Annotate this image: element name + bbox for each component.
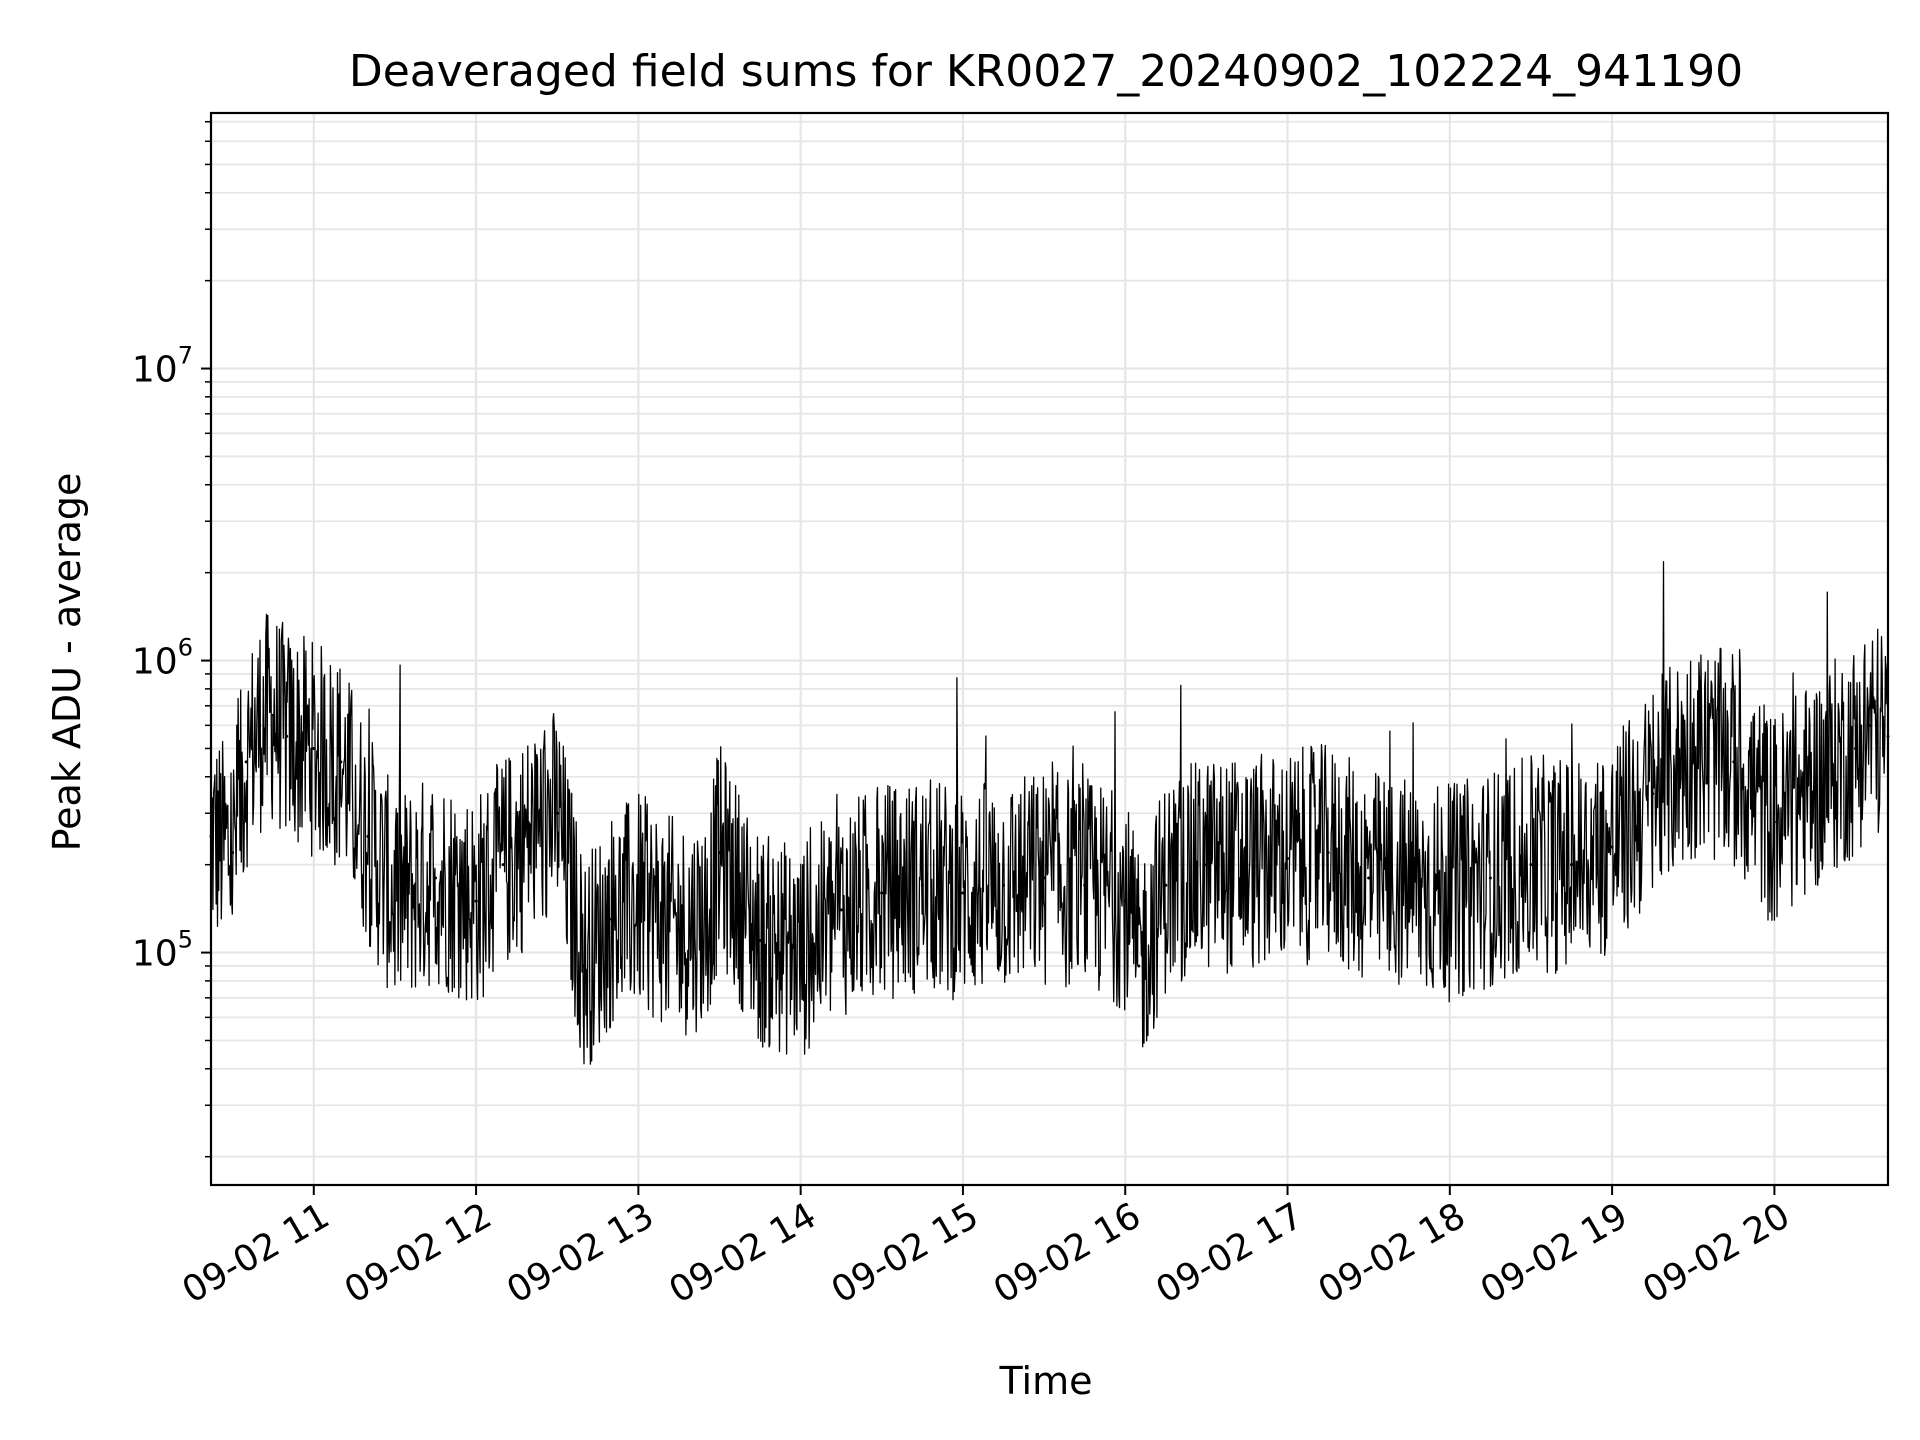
data-point — [1813, 781, 1817, 785]
y-tick-label: 105 — [132, 926, 193, 975]
data-point — [231, 851, 235, 855]
data-point — [1529, 863, 1533, 867]
data-point — [799, 951, 803, 955]
y-tick-label: 107 — [132, 342, 193, 391]
data-point — [582, 964, 586, 968]
data-point — [718, 851, 722, 855]
data-point — [758, 938, 762, 942]
data-point — [677, 927, 681, 931]
data-point — [609, 917, 613, 921]
data-point — [1867, 723, 1871, 727]
y-axis-label: Peak ADU - average — [45, 473, 89, 852]
plot-frame — [209, 111, 1890, 1187]
data-point — [1610, 845, 1614, 849]
data-point — [501, 863, 505, 867]
data-point — [1772, 820, 1776, 824]
data-point — [920, 883, 924, 887]
data-point — [1286, 856, 1290, 860]
data-point — [1854, 746, 1858, 750]
data-point — [1083, 883, 1087, 887]
data-point — [1137, 964, 1141, 968]
data-point — [528, 834, 532, 838]
data-point — [1245, 863, 1249, 867]
data-point — [839, 908, 843, 912]
data-point — [474, 899, 478, 903]
data-point — [271, 713, 275, 717]
data-point — [366, 834, 370, 838]
data-point — [961, 891, 965, 895]
series-layer — [209, 561, 1890, 1065]
y-axis: 105 106 107 — [132, 120, 211, 1158]
data-point — [285, 734, 289, 738]
data-point — [1204, 863, 1208, 867]
data-point — [1164, 883, 1168, 887]
data-point — [1691, 746, 1695, 750]
data-point — [636, 899, 640, 903]
data-point — [1732, 760, 1736, 764]
data-point — [1570, 863, 1574, 867]
y-tick-label: 106 — [132, 634, 193, 683]
series-line — [210, 561, 1889, 1065]
data-point — [1002, 883, 1006, 887]
data-point — [555, 811, 559, 815]
data-point — [1123, 899, 1127, 903]
data-point — [1651, 792, 1655, 796]
data-point — [258, 723, 262, 727]
data-point — [1367, 876, 1371, 880]
data-point — [704, 917, 708, 921]
data-point — [1326, 851, 1330, 855]
data-point — [312, 746, 316, 750]
data-point — [1488, 876, 1492, 880]
data-point — [1042, 876, 1046, 880]
data-point — [1448, 891, 1452, 895]
data-point — [1407, 883, 1411, 887]
data-point — [339, 760, 343, 764]
chart-title: Deaveraged field sums for KR0027_2024090… — [349, 46, 1743, 97]
data-point — [434, 876, 438, 880]
data-point — [880, 891, 884, 895]
data-point — [244, 760, 248, 764]
x-axis-label: Time — [999, 1359, 1093, 1403]
data-point — [393, 899, 397, 903]
